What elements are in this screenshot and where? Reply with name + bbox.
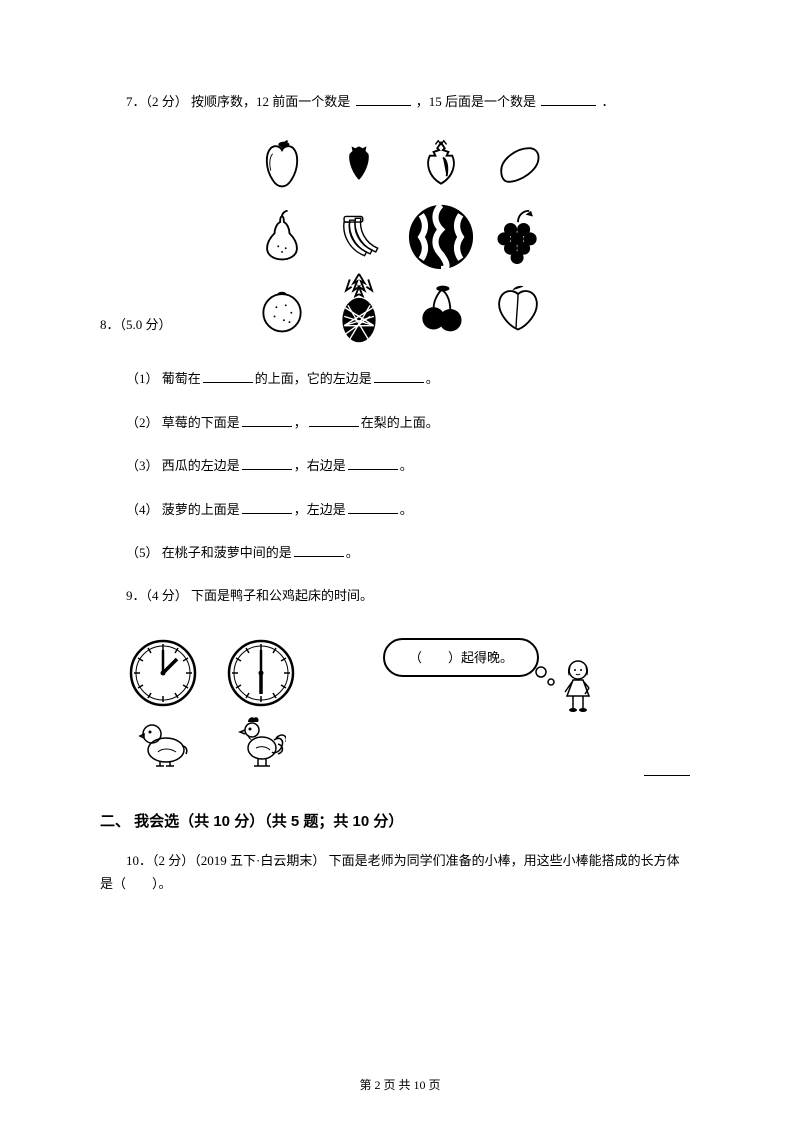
grape-icon — [490, 209, 546, 265]
q8-4-blank-2[interactable] — [348, 501, 398, 514]
q8-3-blank-2[interactable] — [348, 457, 398, 470]
speech-bubble-group: （ ）起得晚。 — [383, 638, 597, 726]
q7-blank-1[interactable] — [356, 93, 411, 106]
duck-column — [128, 638, 198, 768]
q8-sub-3: （3） 西瓜的左边是，右边是。 — [100, 454, 700, 477]
pineapple-icon — [322, 272, 396, 346]
clock-rooster — [226, 638, 296, 708]
girl-icon — [559, 658, 597, 726]
cherry-icon — [413, 281, 469, 337]
question-7: 7．（2 分） 按顺序数，12 前面一个数是 ，15 后面是一个数是 ． — [100, 90, 700, 113]
page-footer: 第 2 页 共 10 页 — [0, 1075, 800, 1097]
q9-label: 9．（4 分） 下面是鸭子和公鸡起床的时间。 — [126, 588, 373, 603]
q8-1-blank-1[interactable] — [203, 370, 253, 383]
q7-blank-2[interactable] — [541, 93, 596, 106]
q8-sub-5: （5） 在桃子和菠萝中间的是。 — [100, 541, 700, 564]
q10-line1: 10．（2 分）（2019 五下·白云期末） 下面是老师为同学们准备的小棒，用这… — [126, 853, 680, 868]
duck-icon — [138, 714, 188, 768]
q8-3-blank-1[interactable] — [242, 457, 292, 470]
q7-text-end: ． — [602, 94, 615, 109]
pear-icon — [254, 209, 310, 265]
fruit-grid — [250, 131, 550, 343]
rooster-icon — [236, 714, 286, 768]
q9-blank[interactable] — [644, 775, 690, 776]
question-10: 10．（2 分）（2019 五下·白云期末） 下面是老师为同学们准备的小棒，用这… — [100, 849, 700, 896]
peach-icon — [490, 281, 546, 337]
q9-figure: （ ）起得晚。 — [128, 628, 700, 778]
clock-duck — [128, 638, 198, 708]
q7-text-a: 7．（2 分） 按顺序数，12 前面一个数是 — [126, 94, 350, 109]
mango-icon — [490, 137, 546, 193]
orange-icon — [254, 281, 310, 337]
q8-2-blank-2[interactable] — [309, 414, 359, 427]
watermelon-icon — [404, 200, 478, 274]
q7-text-mid: ，15 后面是一个数是 — [416, 94, 536, 109]
section-2-title: 二、 我会选（共 10 分）（共 5 题；共 10 分） — [100, 808, 700, 835]
q8-sub-2: （2） 草莓的下面是，在梨的上面。 — [100, 411, 700, 434]
q8-1-blank-2[interactable] — [374, 370, 424, 383]
question-9: 9．（4 分） 下面是鸭子和公鸡起床的时间。 — [100, 584, 700, 607]
q8-2-blank-1[interactable] — [242, 414, 292, 427]
q8-sub-4: （4） 菠萝的上面是，左边是。 — [100, 498, 700, 521]
q8-sub-1: （1） 葡萄在的上面，它的左边是。 — [100, 367, 700, 390]
q8-4-blank-1[interactable] — [242, 501, 292, 514]
apple-icon — [254, 137, 310, 193]
pomegranate-icon — [413, 137, 469, 193]
banana-icon — [331, 209, 387, 265]
strawberry-icon — [331, 137, 387, 193]
speech-bubble: （ ）起得晚。 — [383, 638, 539, 677]
q8-5-blank-1[interactable] — [294, 544, 344, 557]
rooster-column — [226, 638, 296, 768]
q10-line2: 是（ ）。 — [100, 876, 172, 891]
q8-label: 8．（5.0 分） — [100, 313, 172, 336]
